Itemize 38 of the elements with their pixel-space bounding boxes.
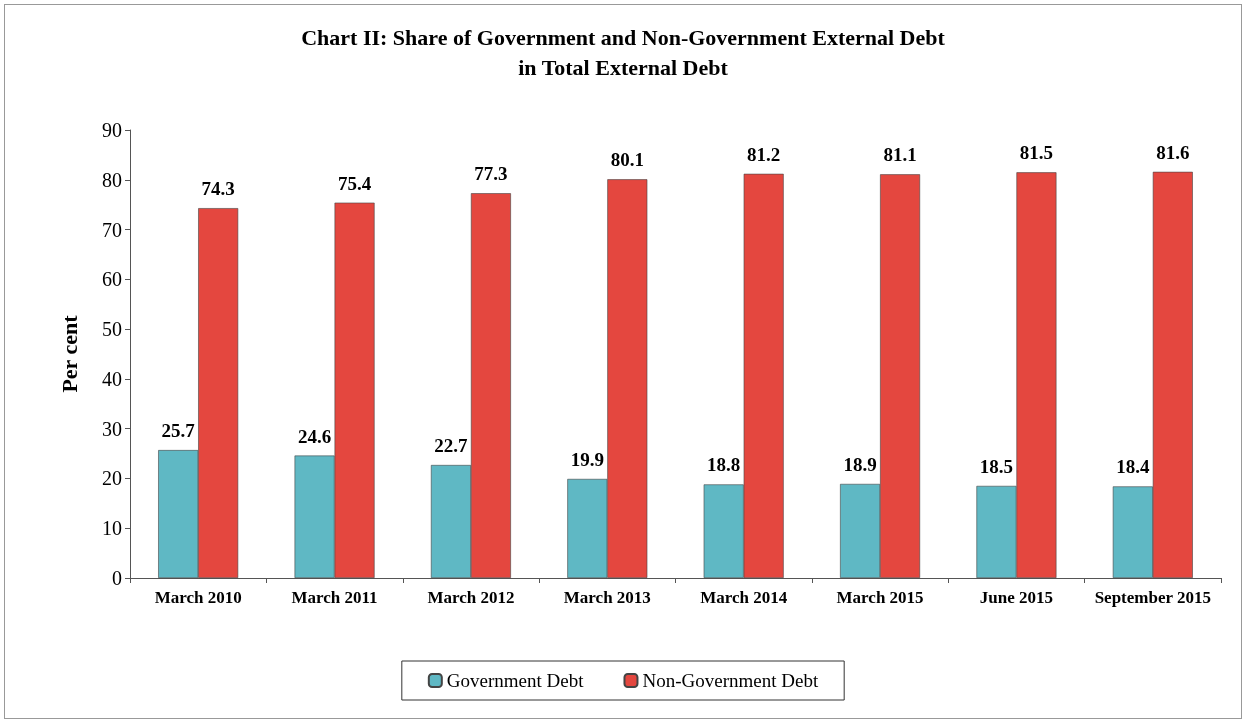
- y-tick-label: 40: [102, 367, 122, 390]
- chart-title: Chart II: Share of Government and Non-Government External Debt in Total External Debt: [301, 24, 946, 80]
- data-label: 81.2: [747, 143, 781, 165]
- data-label: 24.6: [297, 425, 332, 447]
- x-tick-label: March 2011: [291, 587, 378, 607]
- data-label: 81.5: [1019, 142, 1054, 164]
- y-tick-label: 30: [102, 417, 122, 440]
- data-label: 18.4: [1116, 456, 1150, 478]
- x-tick-label: March 2013: [563, 587, 651, 607]
- data-label: 19.9: [570, 448, 604, 470]
- x-tick-label: March 2010: [154, 587, 242, 607]
- data-label: 81.1: [883, 144, 917, 166]
- data-label: 75.4: [337, 172, 372, 194]
- y-tick-label: 70: [102, 218, 122, 241]
- x-tick-label: June 2015: [979, 587, 1054, 607]
- x-tick-label: March 2014: [700, 587, 788, 607]
- legend-label: Government Debt: [446, 670, 585, 691]
- y-tick-label: 0: [112, 567, 122, 589]
- x-tick-label: March 2015: [836, 587, 924, 607]
- data-label: 80.1: [610, 149, 644, 171]
- y-tick-label: 90: [102, 119, 122, 141]
- data-label: 18.8: [707, 454, 741, 476]
- data-label: 22.7: [434, 435, 469, 456]
- data-label: 77.3: [474, 163, 508, 185]
- data-label: 18.5: [979, 455, 1014, 477]
- data-label: 25.7: [161, 420, 196, 442]
- x-tick-label: September 2015: [1094, 587, 1211, 607]
- y-tick-label: 80: [102, 168, 122, 191]
- legend-label: Non-Government Debt: [642, 670, 819, 691]
- data-label: 81.6: [1156, 141, 1190, 163]
- y-tick-label: 60: [102, 268, 122, 291]
- y-tick-label: 20: [102, 467, 122, 490]
- y-tick-label: 50: [102, 318, 122, 341]
- x-tick-label: March 2012: [427, 587, 515, 607]
- data-label: 74.3: [201, 178, 235, 200]
- data-label: 18.9: [843, 453, 877, 475]
- y-axis-title: Per cent: [56, 314, 82, 393]
- y-tick-label: 10: [102, 517, 122, 540]
